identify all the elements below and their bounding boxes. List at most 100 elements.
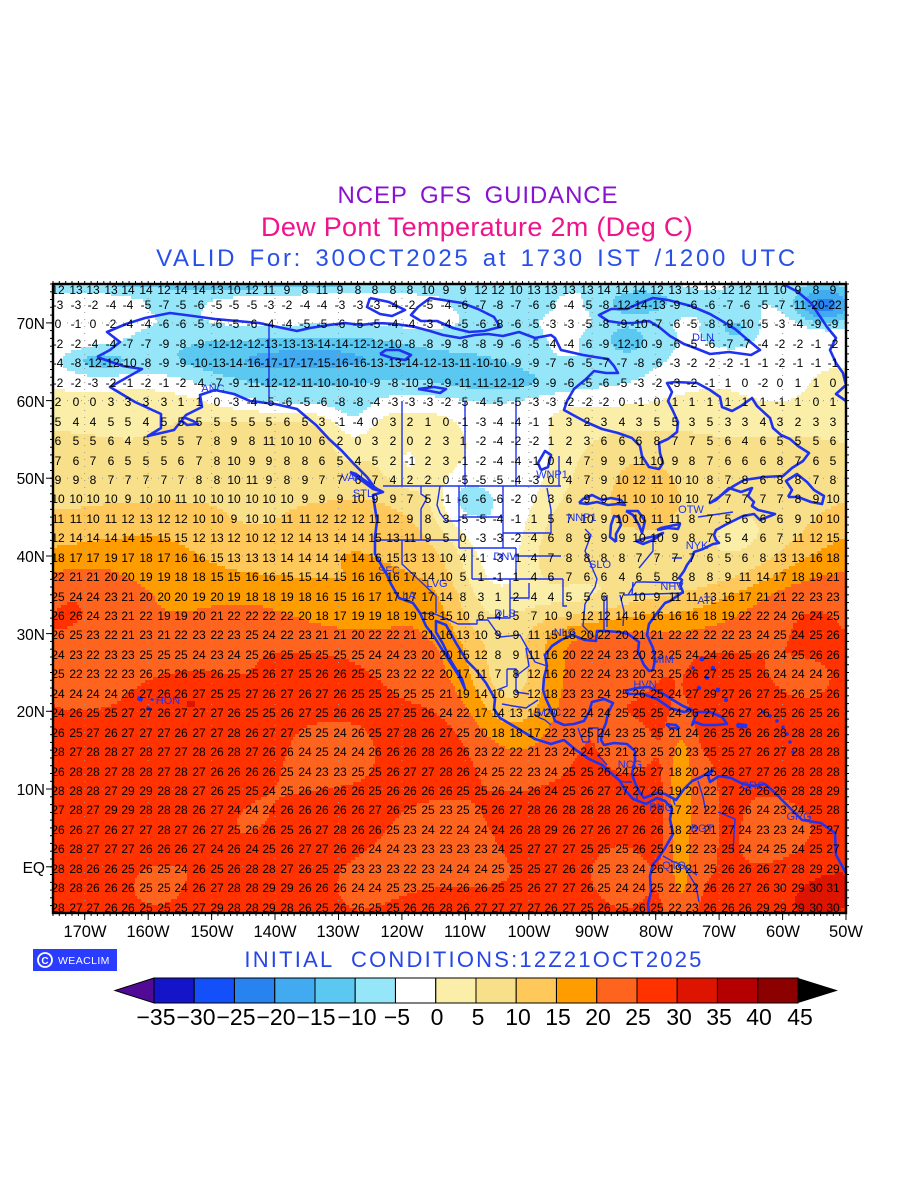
svg-text:10: 10 <box>157 492 171 506</box>
svg-text:1: 1 <box>495 590 502 604</box>
svg-text:-12: -12 <box>366 337 384 351</box>
svg-text:-6: -6 <box>652 356 663 370</box>
svg-text:19: 19 <box>721 609 735 623</box>
svg-text:0: 0 <box>548 454 555 468</box>
svg-text:25: 25 <box>650 706 664 720</box>
svg-text:13: 13 <box>386 531 400 545</box>
svg-text:5: 5 <box>161 454 168 468</box>
svg-text:24: 24 <box>597 667 611 681</box>
svg-text:16: 16 <box>809 551 823 565</box>
svg-text:4: 4 <box>143 415 150 429</box>
svg-text:3: 3 <box>548 492 555 506</box>
svg-text:24: 24 <box>809 609 823 623</box>
svg-text:5: 5 <box>725 512 732 526</box>
svg-text:11: 11 <box>263 434 276 448</box>
svg-text:22: 22 <box>86 648 100 662</box>
svg-text:27: 27 <box>386 726 400 740</box>
svg-text:-17: -17 <box>260 356 278 370</box>
svg-text:9: 9 <box>266 473 273 487</box>
svg-text:-5: -5 <box>458 317 469 331</box>
svg-text:-12: -12 <box>489 376 507 390</box>
svg-text:-9: -9 <box>617 317 628 331</box>
svg-text:14: 14 <box>491 706 505 720</box>
svg-text:-10: -10 <box>384 337 402 351</box>
svg-text:1: 1 <box>830 395 837 409</box>
svg-text:-7: -7 <box>123 337 134 351</box>
svg-text:0: 0 <box>460 531 467 545</box>
svg-text:17: 17 <box>527 726 541 740</box>
svg-text:-5: -5 <box>582 317 593 331</box>
svg-text:18: 18 <box>192 570 206 584</box>
svg-text:6: 6 <box>319 434 326 448</box>
svg-text:-4: -4 <box>88 337 99 351</box>
svg-text:-4: -4 <box>405 317 416 331</box>
svg-text:10: 10 <box>245 512 259 526</box>
svg-text:6: 6 <box>619 434 626 448</box>
svg-text:7: 7 <box>566 512 573 526</box>
svg-text:10: 10 <box>192 512 206 526</box>
svg-text:150W: 150W <box>190 923 234 941</box>
svg-text:0: 0 <box>214 395 221 409</box>
svg-text:25: 25 <box>69 726 83 740</box>
svg-text:-17: -17 <box>278 356 296 370</box>
svg-text:26: 26 <box>756 667 770 681</box>
svg-text:4: 4 <box>531 551 538 565</box>
svg-text:25: 25 <box>245 667 259 681</box>
svg-text:3: 3 <box>777 415 784 429</box>
svg-text:17: 17 <box>456 667 470 681</box>
svg-text:25: 25 <box>351 667 365 681</box>
svg-text:-1: -1 <box>335 415 346 429</box>
svg-text:26: 26 <box>791 687 805 701</box>
svg-text:27: 27 <box>192 687 206 701</box>
svg-text:10: 10 <box>139 492 153 506</box>
svg-text:8: 8 <box>689 512 696 526</box>
svg-text:4: 4 <box>531 570 538 584</box>
svg-text:20: 20 <box>562 667 576 681</box>
svg-text:19: 19 <box>368 609 382 623</box>
svg-text:25: 25 <box>262 706 276 720</box>
svg-text:14: 14 <box>280 551 294 565</box>
svg-text:7: 7 <box>337 473 344 487</box>
svg-text:1: 1 <box>689 395 696 409</box>
svg-text:1: 1 <box>548 434 555 448</box>
svg-text:2: 2 <box>337 434 344 448</box>
svg-text:13: 13 <box>139 512 153 526</box>
svg-text:16: 16 <box>632 609 646 623</box>
svg-text:27: 27 <box>139 687 153 701</box>
svg-text:-8: -8 <box>493 317 504 331</box>
svg-text:26: 26 <box>721 648 735 662</box>
svg-text:26: 26 <box>826 687 840 701</box>
svg-text:-5: -5 <box>176 298 187 312</box>
svg-text:22: 22 <box>580 667 594 681</box>
svg-text:25: 25 <box>721 667 735 681</box>
svg-text:17: 17 <box>474 706 488 720</box>
svg-text:7: 7 <box>689 551 696 565</box>
svg-text:16: 16 <box>368 551 382 565</box>
svg-text:25: 25 <box>298 726 312 740</box>
svg-text:10: 10 <box>227 473 241 487</box>
svg-text:17: 17 <box>69 551 83 565</box>
svg-text:23: 23 <box>650 667 664 681</box>
svg-text:50N: 50N <box>17 471 45 488</box>
svg-text:-6: -6 <box>564 376 575 390</box>
svg-text:-13: -13 <box>260 337 278 351</box>
svg-text:4: 4 <box>566 473 573 487</box>
svg-text:6: 6 <box>319 454 326 468</box>
svg-text:17: 17 <box>403 590 417 604</box>
svg-text:-5: -5 <box>300 395 311 409</box>
svg-text:10: 10 <box>210 492 224 506</box>
svg-text:-2: -2 <box>71 376 82 390</box>
svg-text:9: 9 <box>249 454 256 468</box>
svg-text:9: 9 <box>601 512 608 526</box>
svg-text:24: 24 <box>597 706 611 720</box>
svg-text:-2: -2 <box>652 376 663 390</box>
svg-text:15: 15 <box>210 570 224 584</box>
svg-text:16: 16 <box>386 570 400 584</box>
svg-text:−35: −35 <box>136 1004 175 1030</box>
svg-text:8: 8 <box>707 570 714 584</box>
svg-text:1: 1 <box>672 395 679 409</box>
svg-text:20: 20 <box>632 648 646 662</box>
svg-text:-2: -2 <box>141 376 152 390</box>
svg-text:60W: 60W <box>766 923 800 941</box>
svg-text:4: 4 <box>742 434 749 448</box>
